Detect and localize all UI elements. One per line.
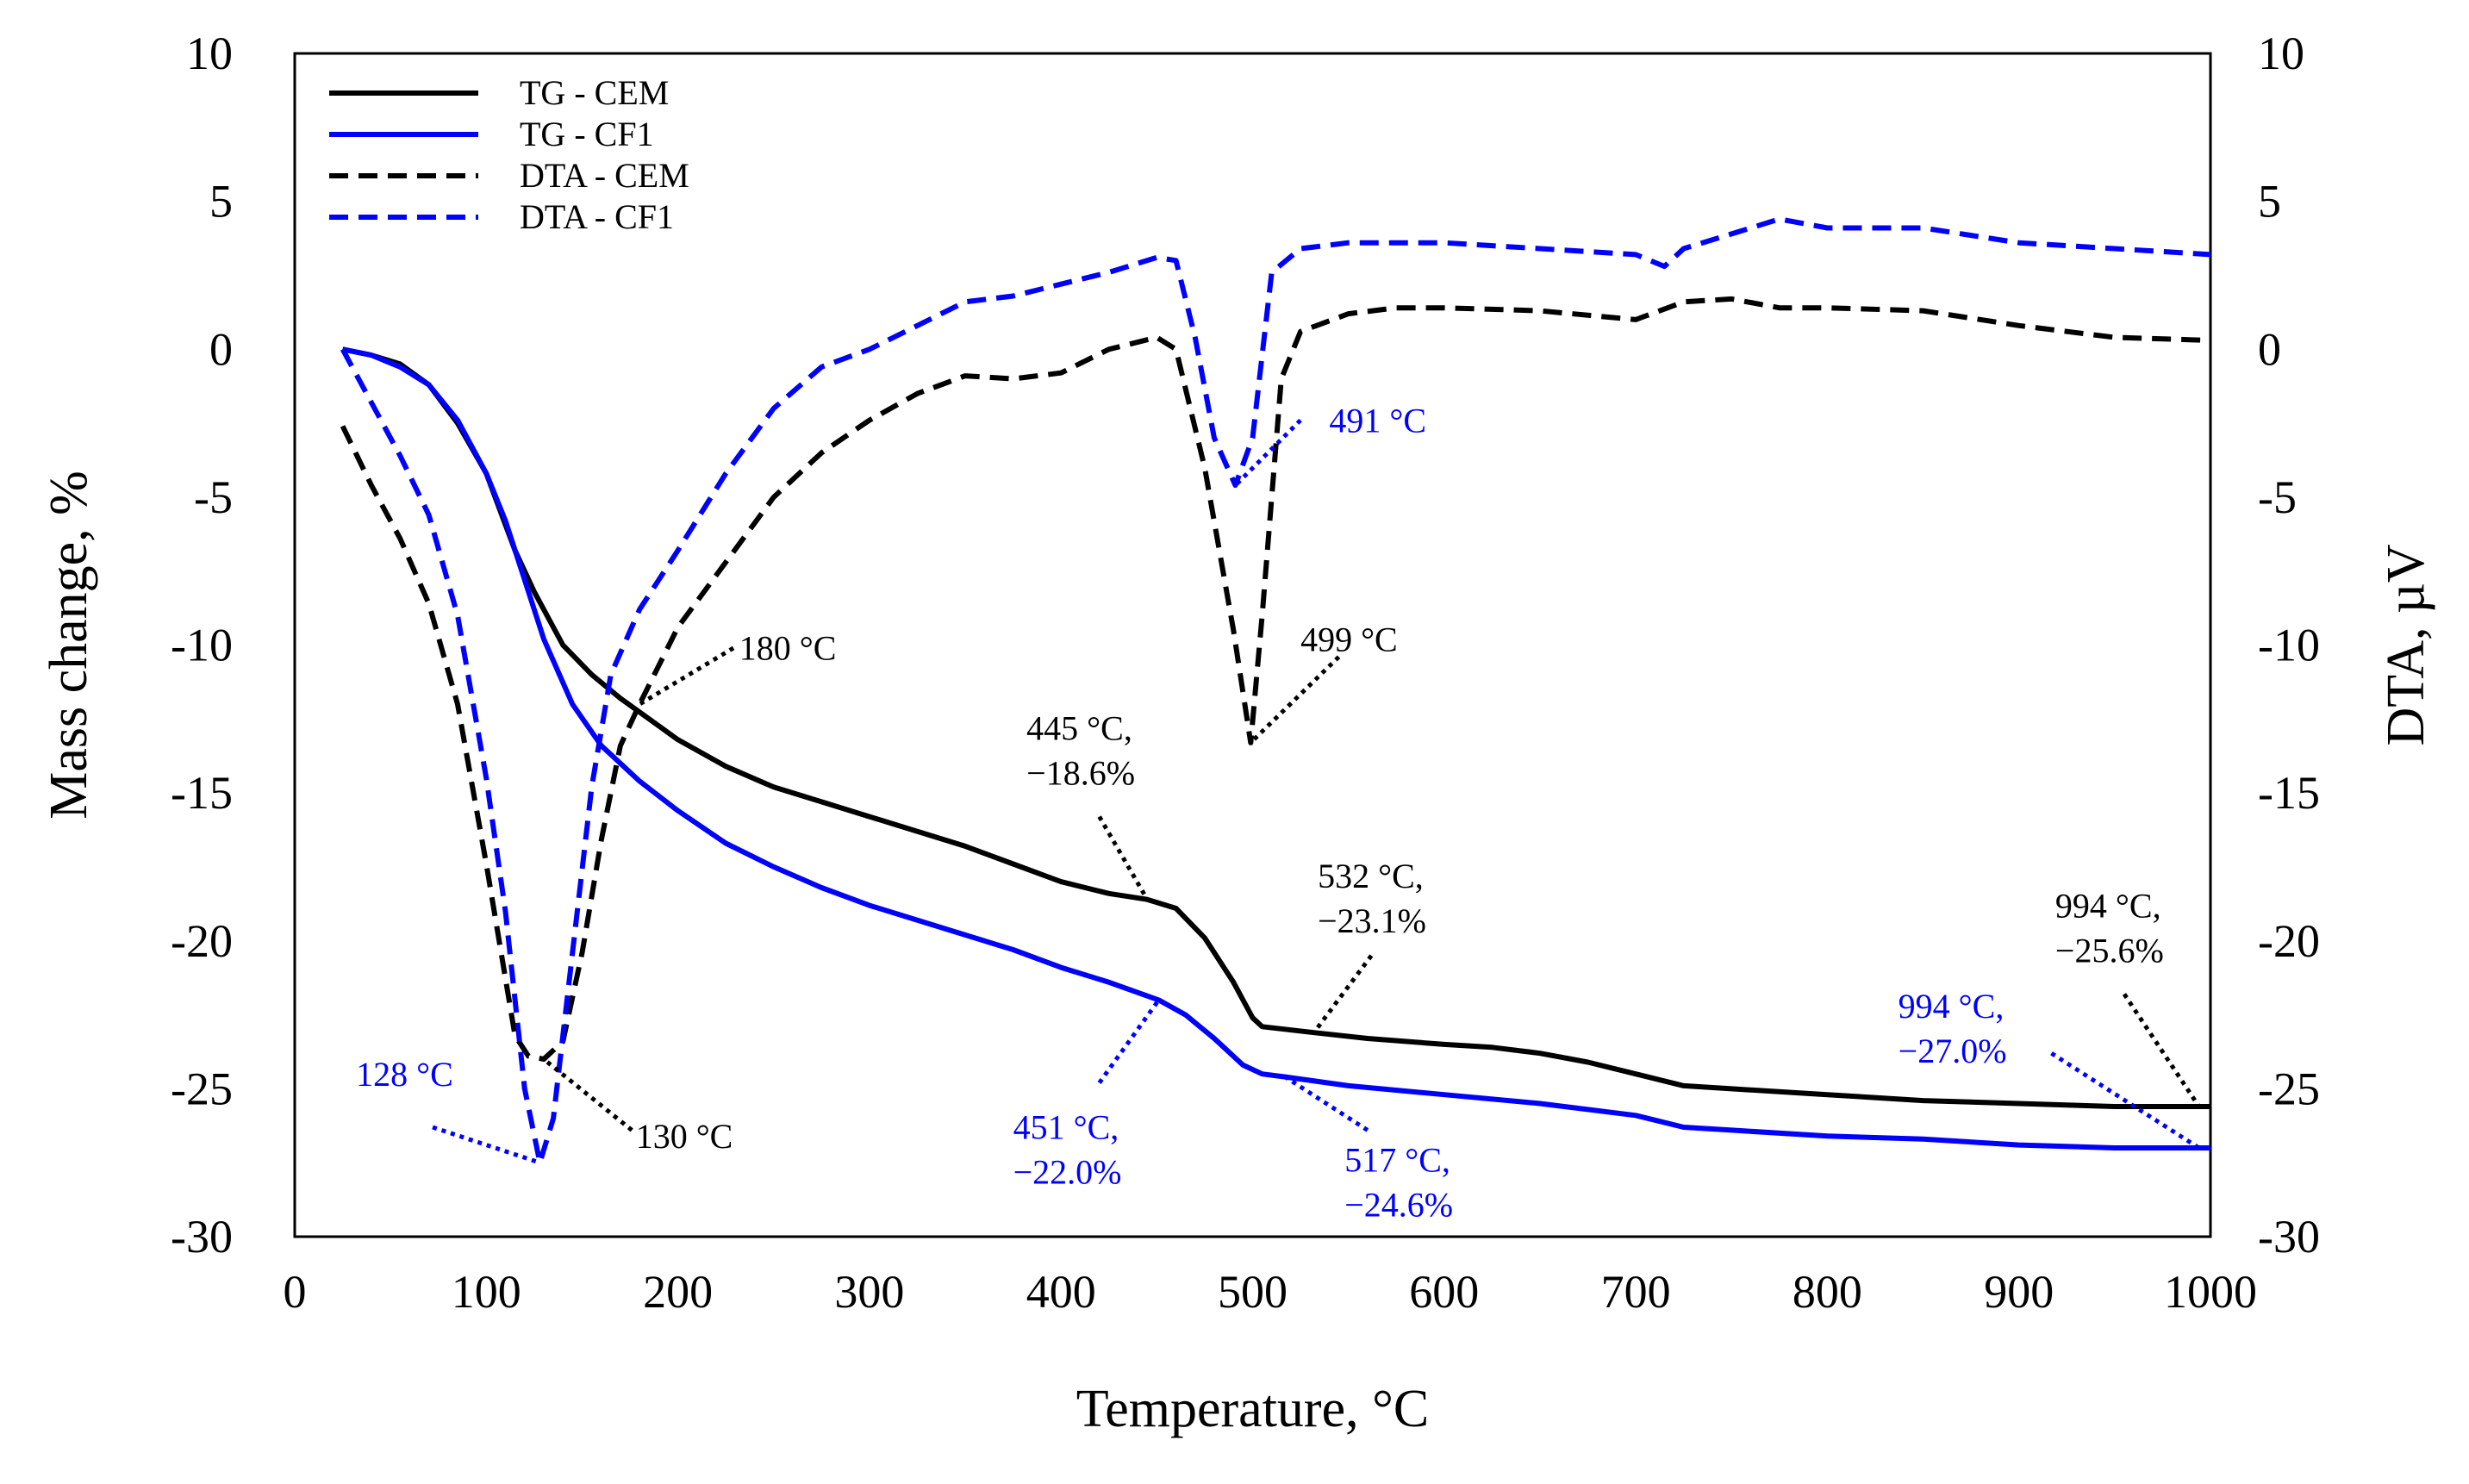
y2-tick-label: 0	[2258, 323, 2281, 375]
annotation-label-value: −24.6%	[1344, 1185, 1453, 1224]
y-tick-label: -30	[171, 1211, 233, 1263]
annotation-label: 532 °C,	[1318, 857, 1424, 895]
annotations: 491 °C 499 °C 180 °C 130 °C 128 °C 445 °C, −18…	[356, 401, 2201, 1224]
y-tick-label: 0	[209, 323, 233, 375]
annotation-label: 445 °C,	[1026, 708, 1132, 747]
x-axis-label: Temperature, °C	[1076, 1380, 1430, 1438]
y-tick-label: -25	[171, 1063, 233, 1114]
x-tick-label: 400	[1026, 1266, 1096, 1318]
series-line-dta-cem	[340, 296, 2211, 1062]
legend-label: DTA - CF1	[520, 197, 674, 236]
series-line-tg-cf1	[341, 346, 2210, 1150]
annotation-label-value: −27.0%	[1899, 1032, 2007, 1070]
annotation-label-value: −18.6%	[1026, 753, 1135, 792]
y-tick-label: -15	[171, 767, 233, 819]
y-axis-label: Mass change, %	[40, 471, 98, 820]
x-tick-label: 500	[1218, 1266, 1287, 1318]
plot-area-frame	[293, 52, 2212, 1238]
x-tick-label: 800	[1793, 1266, 1862, 1318]
y2-tick-label: -10	[2258, 620, 2320, 671]
y2-tick-label: 5	[2258, 176, 2281, 228]
annotation-label: 128 °C	[356, 1055, 453, 1094]
annotation-label: 499 °C	[1300, 620, 1398, 658]
y2-tick-label: -20	[2258, 915, 2320, 967]
series-lines	[340, 216, 2211, 1166]
annotation-label: 130 °C	[636, 1117, 733, 1156]
series-line-tg-cem	[341, 346, 2210, 1109]
y2-tick-label: -25	[2258, 1063, 2320, 1114]
y-tick-label: -5	[194, 471, 233, 523]
annotation-label: 491 °C	[1329, 401, 1426, 440]
x-tick-label: 600	[1409, 1266, 1479, 1318]
annotation-label: 180 °C	[739, 629, 837, 668]
annotation-label: 994 °C,	[1899, 987, 2005, 1026]
annotation-leader	[638, 645, 735, 707]
annotation-label: 994 °C,	[2055, 886, 2161, 925]
axis-ticks: 0 100 200 300 400 500 600 700 800 900 10001050-5-1…	[171, 28, 2320, 1318]
y-tick-label: -10	[171, 620, 233, 671]
annotation-leader	[1283, 1075, 1369, 1132]
annotation-label-value: −23.1%	[1318, 901, 1426, 940]
x-tick-label: 300	[834, 1266, 904, 1318]
y2-tick-label: 10	[2258, 28, 2304, 79]
annotation-leader	[1233, 418, 1302, 487]
annotation-leader	[1249, 655, 1341, 745]
legend-label: DTA - CEM	[520, 156, 689, 195]
y-tick-label: -20	[171, 915, 233, 967]
y-tick-label: 5	[209, 176, 233, 228]
x-tick-label: 0	[284, 1266, 307, 1318]
series-line-dta-cf1	[340, 216, 2211, 1166]
annotation-label: 517 °C,	[1344, 1140, 1450, 1179]
x-tick-label: 700	[1601, 1266, 1671, 1318]
y2-tick-label: -5	[2258, 471, 2297, 523]
annotation-leader	[1097, 815, 1150, 901]
y2-axis-label: DTA, µV	[2377, 544, 2435, 745]
legend-label: TG - CF1	[520, 115, 654, 153]
annotation-label-value: −22.0%	[1013, 1153, 1122, 1192]
x-tick-label: 200	[643, 1266, 713, 1318]
x-tick-label: 900	[1984, 1266, 2054, 1318]
annotation-leader	[2050, 1051, 2201, 1150]
x-tick-label: 100	[452, 1266, 521, 1318]
annotation-leader	[1312, 954, 1374, 1034]
annotation-label-value: −25.6%	[2055, 931, 2164, 970]
annotation-leader	[2122, 993, 2201, 1108]
y2-tick-label: -30	[2258, 1211, 2320, 1263]
annotation-leader	[432, 1125, 541, 1165]
legend-label: TG - CEM	[520, 73, 669, 112]
y-tick-label: 10	[186, 28, 233, 79]
annotation-leader	[1097, 998, 1161, 1084]
x-tick-label: 1000	[2164, 1266, 2257, 1318]
y2-tick-label: -15	[2258, 767, 2320, 819]
annotation-label: 451 °C,	[1013, 1108, 1119, 1147]
